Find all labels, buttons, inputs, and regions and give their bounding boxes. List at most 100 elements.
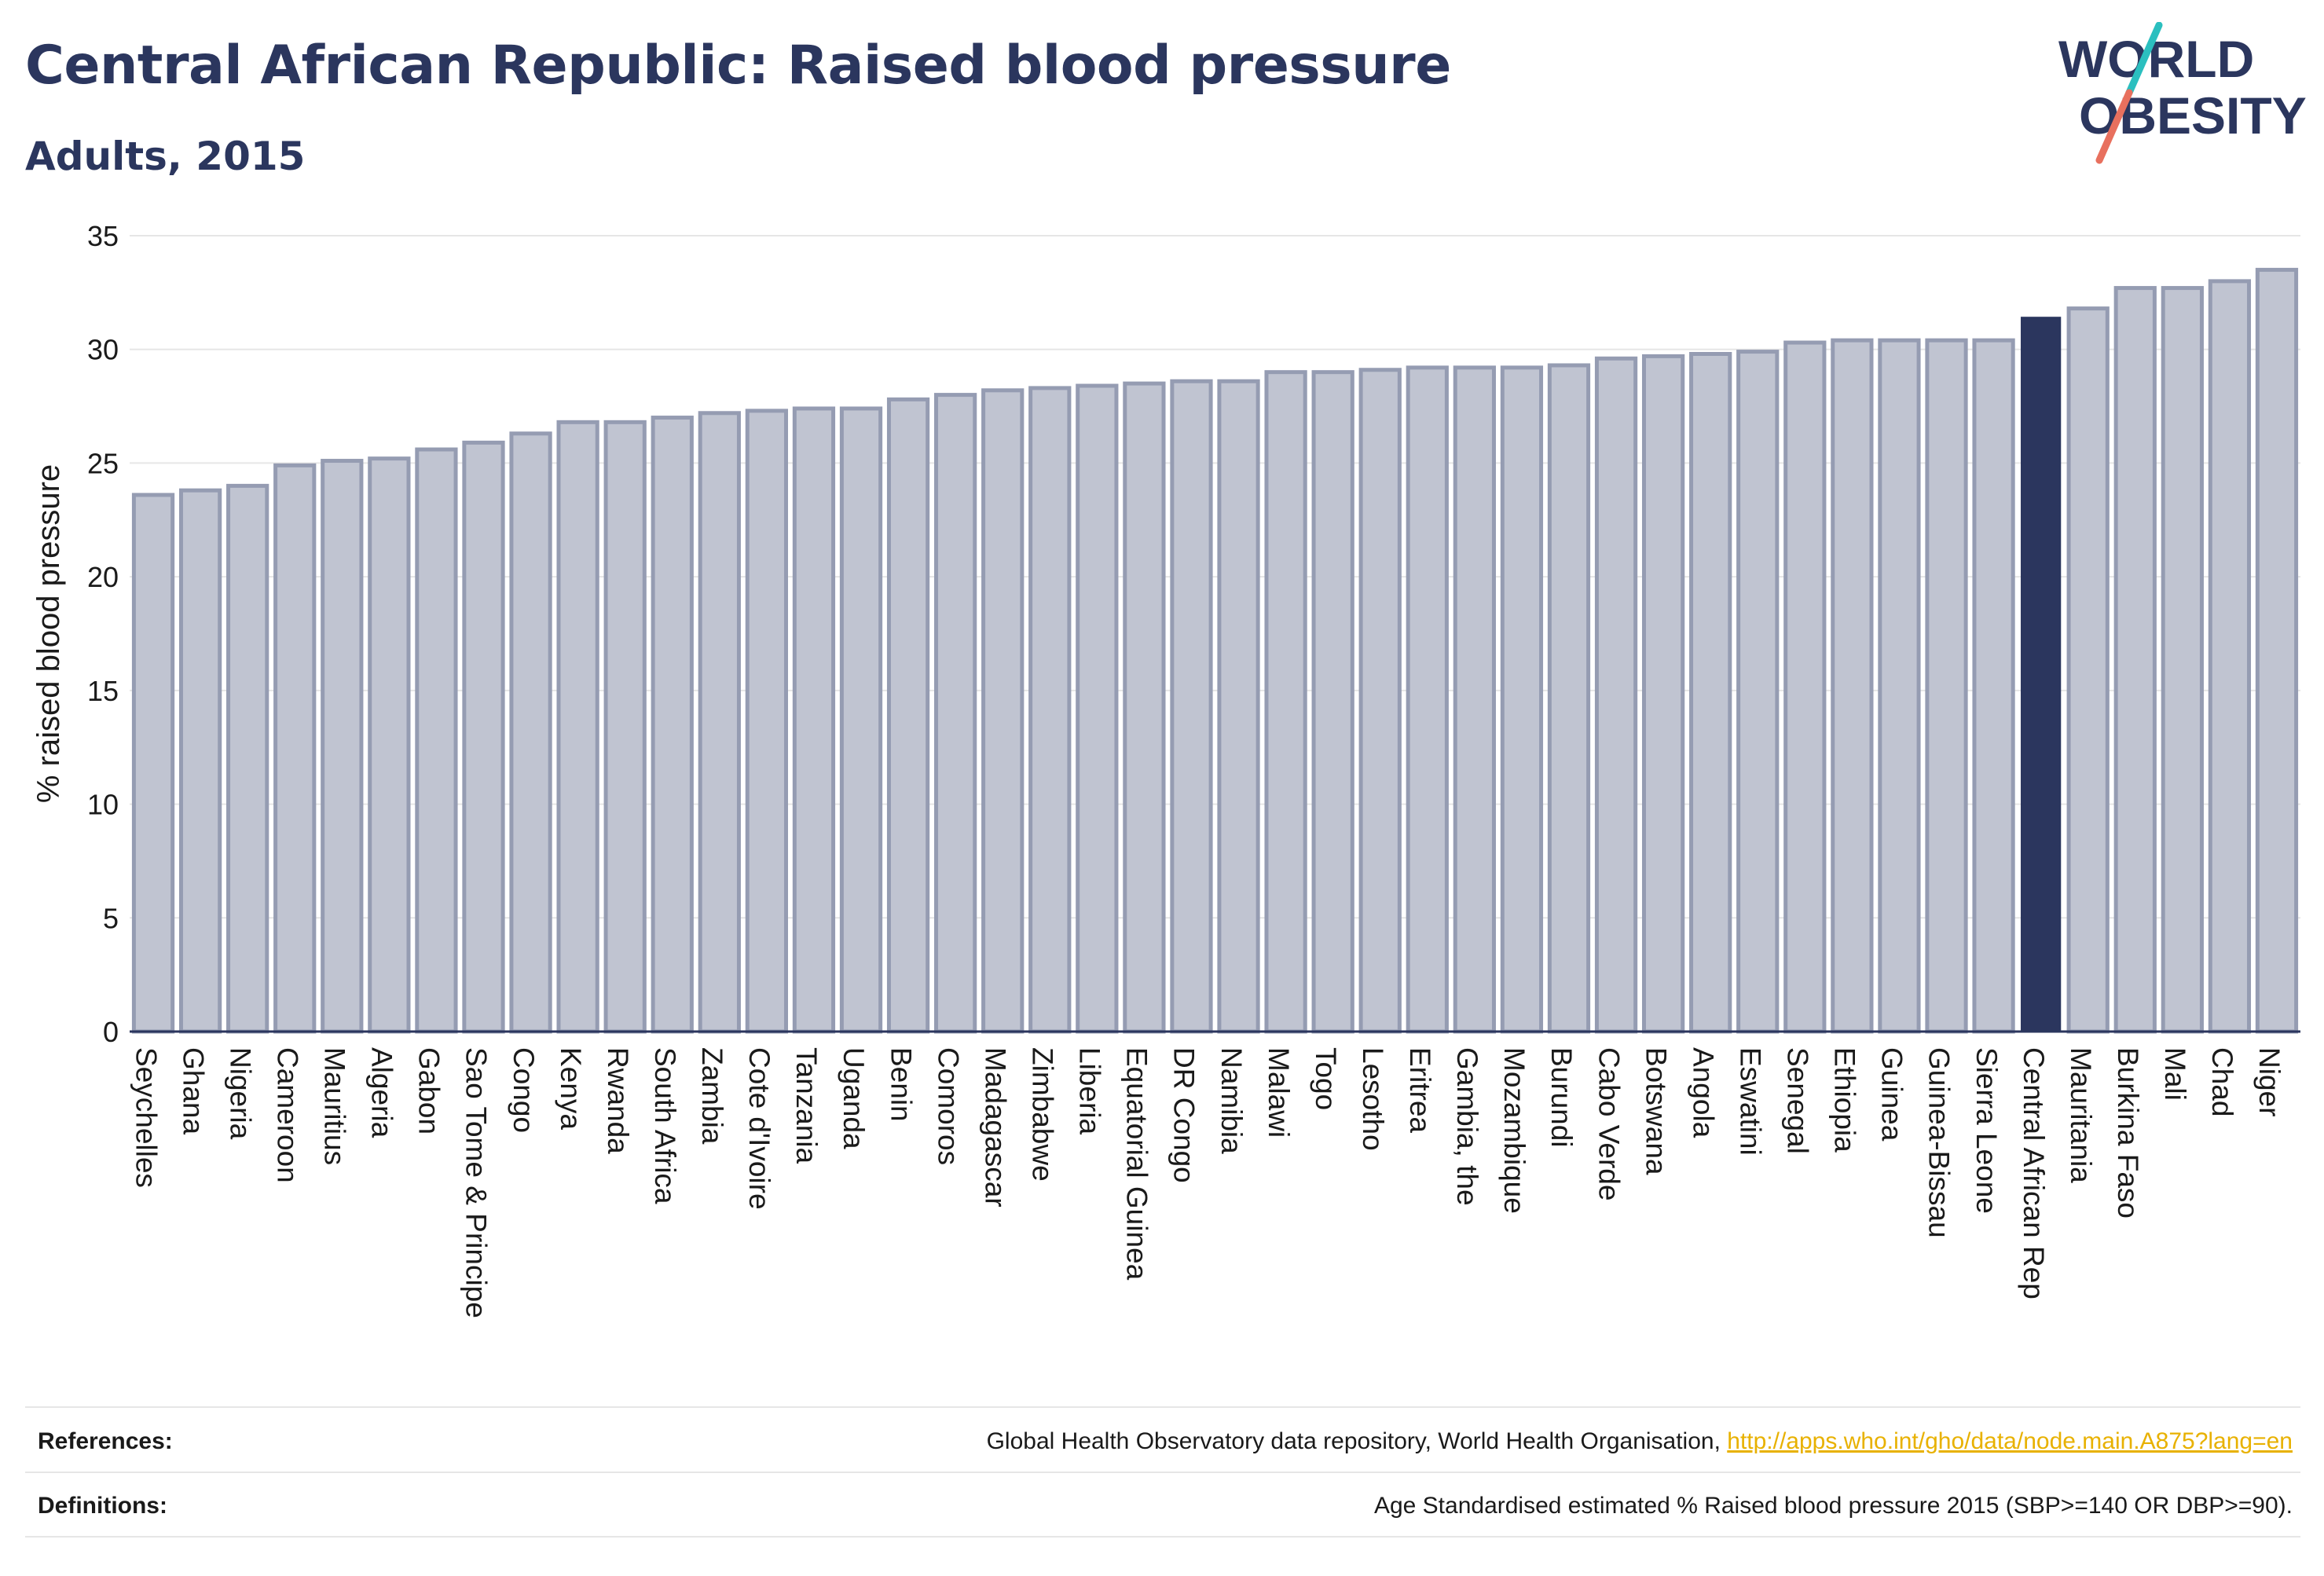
x-tick-label: Comoros bbox=[932, 1047, 964, 1165]
footer-divider-top bbox=[25, 1406, 2300, 1408]
x-tick-label: Gambia, the bbox=[1451, 1047, 1483, 1206]
x-tick-label: Equatorial Guinea bbox=[1121, 1047, 1153, 1281]
x-tick-label: Chad bbox=[2206, 1047, 2238, 1116]
logo-slash-coral bbox=[2095, 89, 2133, 164]
x-tick-label: Liberia bbox=[1074, 1047, 1106, 1134]
bar bbox=[1878, 338, 1921, 1034]
x-tick-label: Seychelles bbox=[130, 1047, 162, 1188]
x-tick-label: Guinea bbox=[1876, 1047, 1908, 1142]
bar bbox=[1925, 338, 1968, 1034]
bar bbox=[1406, 365, 1449, 1034]
x-tick-label: Mauritania bbox=[2065, 1047, 2097, 1183]
definitions-label: Definitions: bbox=[38, 1493, 167, 1519]
x-tick-label: Sao Tome & Principe bbox=[460, 1047, 493, 1318]
bar bbox=[1641, 354, 1685, 1034]
x-tick-label: Zambia bbox=[696, 1047, 728, 1145]
x-tick-label: Lesotho bbox=[1357, 1047, 1389, 1151]
x-tick-label: Algeria bbox=[366, 1047, 398, 1138]
bar bbox=[1123, 381, 1166, 1034]
bar bbox=[745, 409, 789, 1034]
bar bbox=[2208, 279, 2252, 1034]
bar bbox=[1264, 370, 1307, 1034]
y-tick-label: 20 bbox=[87, 561, 119, 593]
bar bbox=[2066, 306, 2110, 1034]
bar bbox=[462, 440, 505, 1034]
y-axis-title: % raised blood pressure bbox=[31, 464, 66, 803]
bar bbox=[1736, 350, 1780, 1034]
bar bbox=[1076, 383, 1119, 1034]
x-tick-label: Rwanda bbox=[602, 1047, 634, 1154]
bar bbox=[509, 431, 552, 1034]
x-tick-label: Eritrea bbox=[1404, 1047, 1436, 1133]
bar bbox=[698, 411, 741, 1034]
x-tick-label: Tanzania bbox=[790, 1047, 823, 1164]
x-tick-label: Nigeria bbox=[224, 1047, 256, 1140]
bar bbox=[934, 393, 977, 1034]
bar bbox=[603, 420, 647, 1034]
x-tick-label: Mauritius bbox=[319, 1047, 351, 1165]
y-tick-label: 35 bbox=[87, 220, 119, 252]
bar bbox=[178, 488, 222, 1034]
x-tick-label: Senegal bbox=[1782, 1047, 1814, 1154]
y-tick-label: 5 bbox=[103, 902, 119, 934]
x-tick-label: Malawi bbox=[1263, 1047, 1295, 1138]
references-link[interactable]: http://apps.who.int/gho/data/node.main.A… bbox=[1727, 1428, 2293, 1454]
x-tick-label: Benin bbox=[885, 1047, 917, 1122]
bar bbox=[1594, 356, 1638, 1034]
bar bbox=[556, 420, 599, 1034]
x-tick-label: Mozambique bbox=[1498, 1047, 1530, 1214]
x-tick-label: Central African Rep bbox=[2018, 1047, 2050, 1299]
bar bbox=[1783, 340, 1827, 1034]
page-title: Central African Republic: Raised blood p… bbox=[25, 35, 1451, 97]
bar bbox=[1689, 352, 1732, 1034]
x-tick-label: Ghana bbox=[177, 1047, 209, 1135]
bar bbox=[1547, 363, 1591, 1034]
x-tick-label: Namibia bbox=[1215, 1047, 1248, 1154]
bar bbox=[415, 447, 458, 1034]
references-label: References: bbox=[38, 1428, 173, 1454]
bar bbox=[1311, 370, 1354, 1034]
world-obesity-logo: WORLD OBESITY bbox=[2058, 22, 2307, 164]
x-tick-label: Eswatini bbox=[1734, 1047, 1766, 1156]
bar bbox=[792, 406, 836, 1034]
page-subtitle: Adults, 2015 bbox=[25, 134, 306, 179]
x-tick-label: DR Congo bbox=[1168, 1047, 1200, 1183]
x-tick-label: Uganda bbox=[838, 1047, 870, 1149]
logo-slash-teal bbox=[2125, 22, 2163, 97]
bar bbox=[1217, 379, 1260, 1034]
x-tick-label: Botswana bbox=[1640, 1047, 1672, 1175]
bar bbox=[981, 388, 1025, 1034]
x-tick-label: Cabo Verde bbox=[1593, 1047, 1625, 1200]
x-tick-label: Madagascar bbox=[979, 1047, 1011, 1208]
y-tick-label: 15 bbox=[87, 675, 119, 707]
bar bbox=[886, 397, 930, 1034]
bar bbox=[651, 416, 694, 1034]
y-axis-ticks: 0 5 10 15 20 25 30 35 bbox=[87, 220, 119, 1048]
x-tick-label: Mali bbox=[2159, 1047, 2191, 1101]
definitions-text: Age Standardised estimated % Raised bloo… bbox=[1373, 1493, 2293, 1519]
bar bbox=[1358, 368, 1402, 1034]
bar bbox=[273, 463, 317, 1034]
bar bbox=[226, 483, 269, 1034]
x-tick-label: Angola bbox=[1687, 1047, 1719, 1138]
x-tick-label: Cote d'Ivoire bbox=[743, 1047, 775, 1210]
y-tick-label: 30 bbox=[87, 334, 119, 366]
footer-divider-bottom bbox=[25, 1536, 2300, 1538]
x-tick-label: Burkina Faso bbox=[2112, 1047, 2144, 1219]
x-tick-label: Zimbabwe bbox=[1026, 1047, 1058, 1182]
bar bbox=[1831, 338, 1874, 1034]
bar bbox=[1453, 365, 1496, 1034]
x-tick-label: Kenya bbox=[555, 1047, 587, 1130]
y-tick-label: 10 bbox=[87, 789, 119, 821]
bar bbox=[131, 493, 175, 1034]
footer-divider-middle bbox=[25, 1472, 2300, 1473]
bar bbox=[321, 459, 364, 1034]
x-tick-label: Sierra Leone bbox=[1970, 1047, 2003, 1214]
x-tick-label: Niger bbox=[2253, 1047, 2286, 1116]
bar bbox=[1028, 386, 1072, 1034]
bar-highlight bbox=[2021, 317, 2062, 1032]
bar-chart: 0 5 10 15 20 25 30 35 Seychelles Ghana Nigeria Cam… bbox=[31, 220, 2300, 1318]
bar bbox=[1500, 365, 1544, 1034]
x-tick-label: Burundi bbox=[1545, 1047, 1578, 1148]
bar bbox=[2161, 286, 2204, 1034]
